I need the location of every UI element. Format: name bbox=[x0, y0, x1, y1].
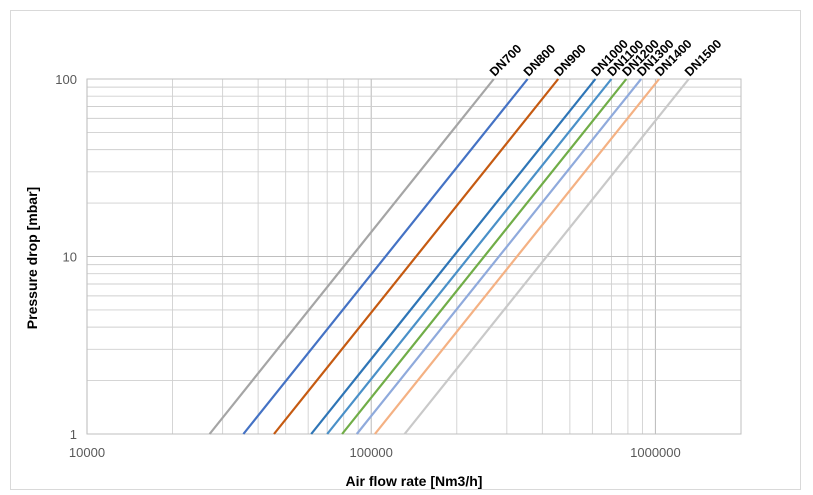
y-tick-label: 1 bbox=[70, 427, 77, 442]
series-line bbox=[355, 78, 642, 435]
x-tick-label: 1000000 bbox=[630, 445, 681, 460]
y-tick-label: 10 bbox=[63, 250, 77, 265]
y-tick-label: 100 bbox=[55, 72, 77, 87]
series-line bbox=[341, 78, 628, 435]
series-lines bbox=[208, 78, 690, 435]
series-line bbox=[326, 78, 613, 435]
series-line bbox=[403, 78, 690, 435]
x-tick-label: 100000 bbox=[350, 445, 393, 460]
series-line bbox=[208, 78, 495, 435]
series-label: DN700 bbox=[487, 42, 524, 79]
x-axis-title: Air flow rate [Nm3/h] bbox=[346, 473, 483, 489]
tick-labels: 10000 100000 1000000 1 10 100 bbox=[55, 72, 680, 460]
y-axis-title: Pressure drop [mbar] bbox=[24, 187, 40, 329]
series-label: DN800 bbox=[521, 42, 558, 79]
series-label: DN900 bbox=[551, 42, 588, 79]
grid bbox=[86, 78, 742, 435]
x-tick-label: 10000 bbox=[69, 445, 105, 460]
series-line bbox=[310, 78, 597, 435]
series-line bbox=[374, 78, 660, 435]
series-line bbox=[242, 78, 529, 435]
chart-frame bbox=[10, 10, 801, 490]
plot-area-border bbox=[86, 78, 742, 435]
series-line bbox=[273, 78, 560, 435]
